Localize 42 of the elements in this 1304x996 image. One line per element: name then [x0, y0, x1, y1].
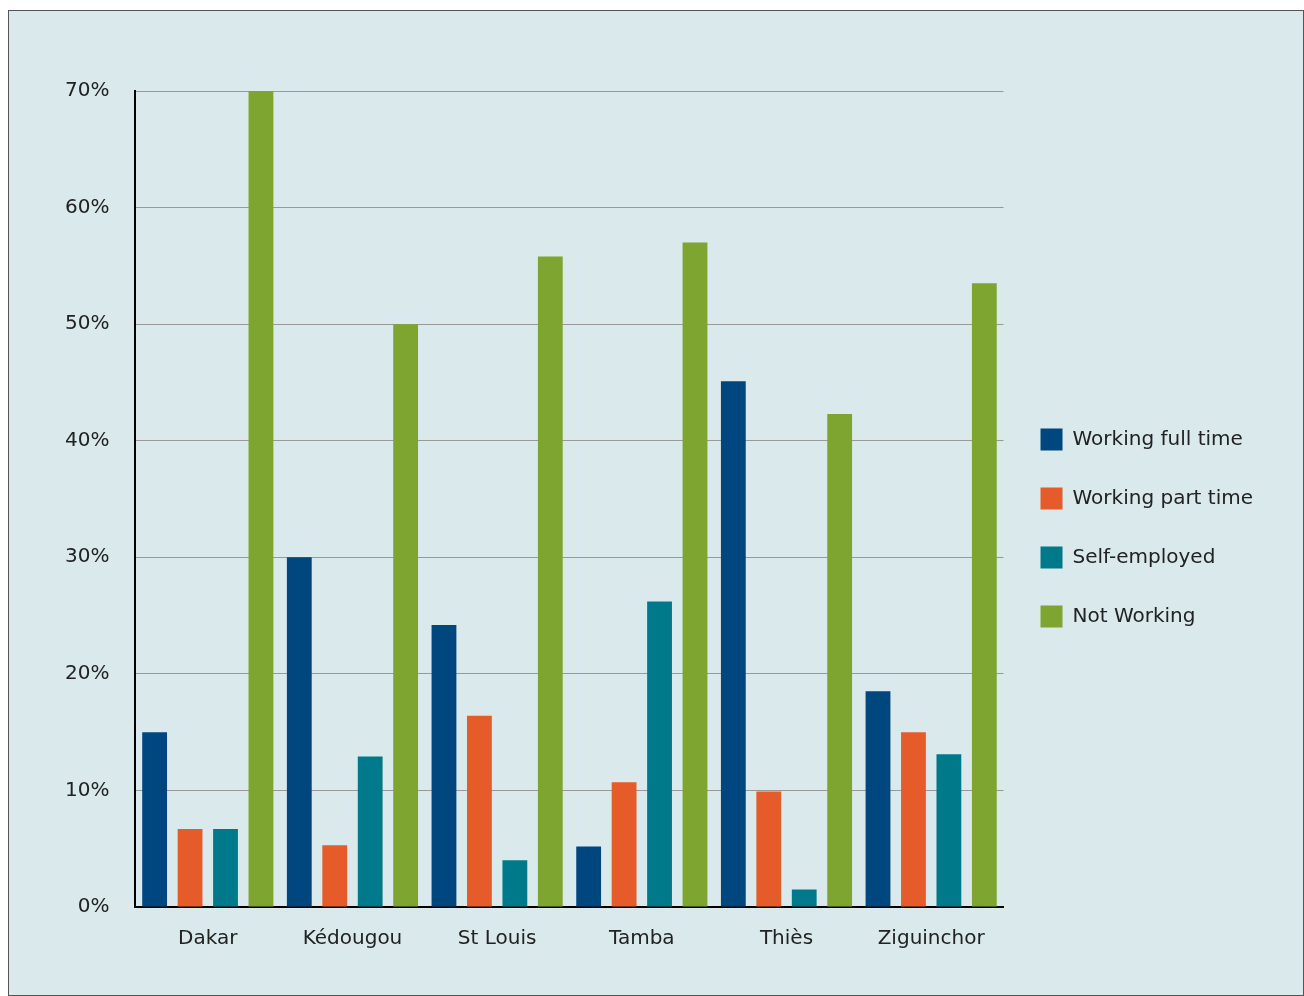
bar: [467, 715, 492, 907]
y-tick-label: 0%: [77, 893, 110, 918]
bar: [213, 828, 238, 907]
legend-label: Not Working: [1072, 602, 1196, 627]
y-tick-label: 40%: [65, 426, 110, 451]
y-tick-label: 10%: [65, 776, 110, 801]
bar: [142, 732, 168, 907]
bar: [431, 624, 457, 907]
y-tick-label: 20%: [65, 660, 110, 685]
bar: [248, 91, 274, 907]
bar: [647, 601, 672, 907]
y-tick-label: 70%: [65, 77, 110, 102]
y-tick-label: 50%: [65, 310, 110, 335]
legend-label: Working full time: [1072, 425, 1243, 450]
bar: [682, 242, 708, 907]
x-tick-label: Dakar: [178, 925, 239, 950]
y-tick-label: 30%: [65, 543, 110, 568]
x-tick-label: Thiès: [758, 925, 814, 950]
bar: [611, 782, 637, 907]
bar: [827, 413, 853, 907]
bar: [322, 845, 348, 907]
x-tick-label: Ziguinchor: [877, 925, 986, 950]
bar: [537, 256, 563, 907]
bar: [936, 754, 962, 907]
x-tick-label: Tamba: [608, 925, 675, 950]
bar: [756, 791, 782, 907]
bar: [502, 860, 528, 907]
bar: [971, 283, 997, 907]
bar: [865, 691, 891, 907]
bar: [286, 557, 312, 907]
bar: [393, 324, 419, 907]
bar: [720, 381, 746, 907]
x-tick-label: Kédougou: [302, 925, 403, 950]
legend-label: Working part time: [1072, 484, 1254, 509]
y-tick-label: 60%: [65, 193, 110, 218]
x-tick-label: St Louis: [457, 925, 537, 950]
bar: [901, 732, 926, 907]
bar: [791, 889, 817, 907]
bar: [576, 846, 602, 907]
bar: [177, 828, 203, 907]
legend-label: Self-employed: [1072, 543, 1216, 568]
bar: [357, 756, 383, 907]
